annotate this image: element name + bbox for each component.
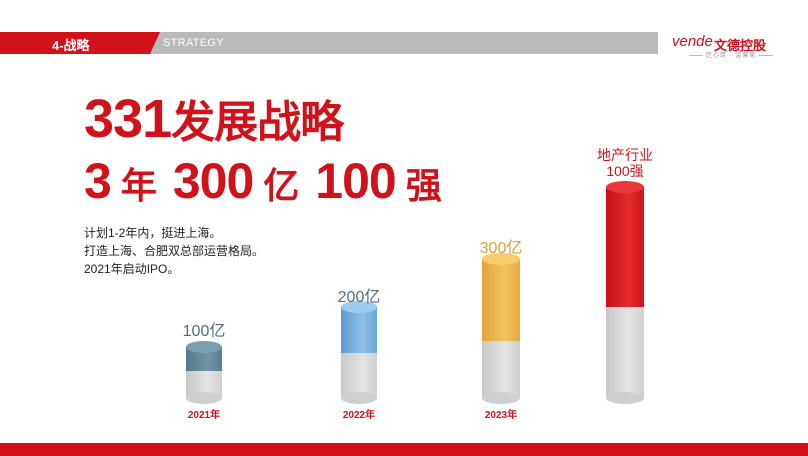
headline-line-2: 3 年 300 亿 100 强 [84, 152, 458, 210]
target-label-line2: 100强 [606, 163, 644, 179]
bar-cap [606, 181, 644, 193]
headline-line-1: 331发展战略 [84, 86, 344, 150]
headline-number: 331 [84, 89, 172, 149]
description-line: 打造上海、合肥双总部运营格局。 [84, 244, 265, 258]
company-logo: vende 文德控股 匠心筑 · 温馨家 [672, 33, 802, 59]
goal-years-unit: 年 [120, 165, 157, 206]
logo-tagline: 匠心筑 · 温馨家 [686, 50, 776, 59]
bar-cap [186, 341, 222, 353]
goal-years-value: 3 [84, 153, 112, 209]
bar-cap [341, 301, 377, 313]
logo-wordmark: vende [672, 33, 713, 50]
chart-bar-2023 [482, 253, 520, 404]
description-line: 计划1-2年内，挺进上海。 [84, 226, 222, 240]
value-label: 300亿 [479, 240, 523, 257]
bar-fill [606, 187, 644, 307]
bar-fill [482, 259, 520, 341]
strategy-description: 计划1-2年内，挺进上海。 打造上海、合肥双总部运营格局。 2021年启动IPO… [84, 224, 264, 278]
goal-revenue-unit: 亿 [263, 165, 300, 206]
chart-bar-2021 [186, 341, 222, 404]
target-label-line1: 地产行业 [597, 147, 653, 163]
section-header-accent [0, 32, 160, 54]
year-label: 2022年 [342, 410, 376, 421]
goal-rank-unit: 强 [405, 165, 442, 206]
section-label: 4-战略 [52, 38, 90, 53]
chart-bar-target [606, 181, 644, 404]
target-label: 地产行业 100强 [590, 147, 660, 179]
bar-base [482, 341, 520, 404]
section-label-en: STRATEGY [163, 37, 224, 49]
headline-text: 发展战略 [171, 98, 344, 147]
value-label: 100亿 [182, 323, 226, 340]
bar-base [341, 353, 377, 404]
bar-base [186, 371, 222, 404]
chart-bar-2022 [341, 301, 377, 404]
goal-rank-value: 100 [315, 153, 396, 209]
bar-base [606, 307, 644, 404]
description-line: 2021年启动IPO。 [84, 262, 180, 276]
bar-cap [482, 253, 520, 265]
value-label: 200亿 [337, 289, 381, 306]
goal-revenue-value: 300 [172, 153, 254, 209]
year-label: 2021年 [187, 410, 221, 421]
bar-fill [341, 307, 377, 353]
year-label: 2023年 [484, 410, 518, 421]
section-header-bar: 4-战略 STRATEGY [0, 32, 658, 54]
footer-bar [0, 443, 808, 456]
